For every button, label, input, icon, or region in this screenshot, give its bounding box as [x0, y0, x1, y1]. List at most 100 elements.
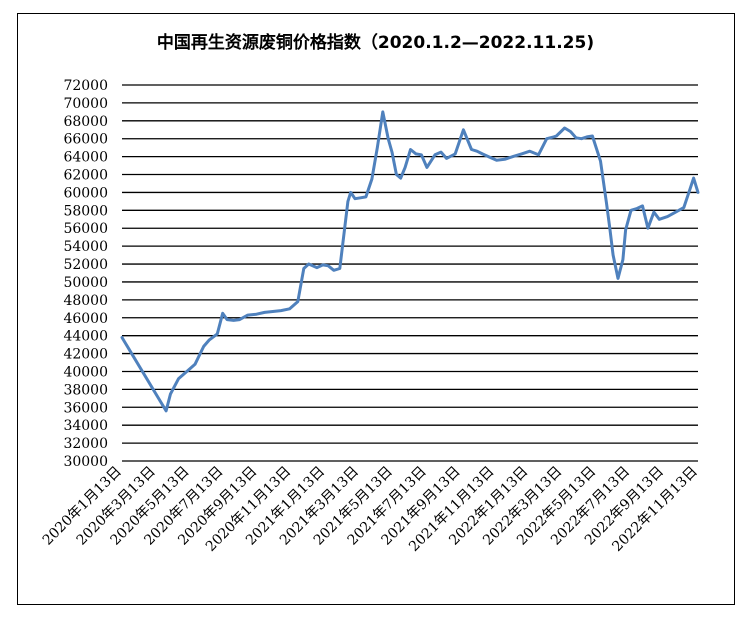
data-point: [636, 207, 638, 210]
data-point: [470, 148, 473, 151]
data-point: [605, 202, 608, 204]
data-point: [387, 138, 389, 140]
data-point: [487, 156, 489, 158]
data-point: [612, 254, 614, 256]
data-point: [247, 314, 249, 316]
y-tick-label: 48000: [63, 293, 108, 309]
y-tick-label: 42000: [63, 347, 108, 363]
data-point: [415, 153, 417, 155]
y-tick-label: 46000: [63, 311, 108, 327]
data-point: [339, 267, 341, 270]
chart-title: 中国再生资源废铜价格指数（2020.1.2—2022.11.25): [156, 33, 595, 53]
data-point: [462, 129, 464, 131]
data-point: [226, 318, 228, 321]
data-point: [564, 127, 566, 129]
data-point: [586, 136, 588, 138]
data-point: [371, 178, 373, 180]
data-point: [653, 211, 655, 213]
data-point: [333, 269, 335, 271]
data-point: [404, 166, 406, 168]
data-point: [121, 336, 123, 339]
data-point: [255, 313, 258, 315]
data-point: [624, 229, 627, 231]
data-point: [476, 150, 478, 152]
data-point: [434, 154, 436, 156]
y-tick-label: 38000: [63, 382, 108, 398]
data-point: [454, 153, 456, 155]
data-point: [280, 310, 282, 312]
data-point: [359, 197, 362, 199]
y-tick-label: 40000: [63, 364, 108, 380]
y-tick-label: 58000: [63, 203, 108, 219]
data-point: [395, 173, 397, 176]
data-point: [322, 264, 324, 266]
data-point: [658, 218, 660, 220]
data-point: [666, 216, 669, 218]
data-point: [186, 370, 188, 373]
data-point: [308, 263, 310, 265]
y-tick-label: 72000: [63, 78, 108, 94]
data-point: [440, 151, 442, 153]
data-point: [316, 267, 318, 269]
y-tick-label: 30000: [63, 454, 108, 470]
y-tick-label: 54000: [63, 239, 108, 255]
data-point: [178, 378, 180, 380]
y-tick-label: 60000: [63, 185, 108, 201]
data-point: [391, 151, 393, 153]
y-tick-label: 56000: [63, 221, 108, 237]
data-point: [575, 137, 577, 139]
data-point: [426, 166, 428, 168]
data-point: [630, 209, 632, 211]
data-point: [622, 258, 624, 261]
data-point: [365, 196, 367, 198]
y-tick-label: 66000: [63, 132, 108, 148]
data-point: [297, 301, 299, 303]
chart-frame: [17, 13, 735, 605]
data-point: [481, 153, 484, 155]
data-point: [347, 200, 349, 202]
data-point: [420, 154, 423, 156]
data-point: [537, 154, 540, 156]
data-point: [521, 153, 523, 155]
y-tick-label: 52000: [63, 257, 108, 273]
y-tick-label: 44000: [63, 329, 108, 345]
data-point: [327, 265, 329, 267]
data-point: [445, 157, 448, 160]
data-point: [216, 333, 218, 335]
data-point: [647, 227, 649, 229]
data-point: [512, 156, 514, 158]
data-point: [409, 148, 412, 151]
y-tick-label: 62000: [63, 168, 108, 184]
data-point: [272, 310, 274, 313]
data-point: [354, 198, 356, 200]
y-tick-label: 32000: [63, 436, 108, 452]
data-point: [208, 339, 210, 341]
data-point: [675, 211, 677, 213]
data-point: [169, 393, 172, 395]
data-point: [504, 158, 506, 160]
data-point: [495, 159, 498, 161]
data-point: [609, 227, 611, 229]
data-point: [303, 267, 305, 270]
y-tick-label: 68000: [63, 114, 108, 130]
data-point: [697, 191, 699, 194]
data-point: [555, 135, 558, 137]
data-point: [529, 150, 531, 152]
data-point: [400, 177, 402, 179]
data-point: [570, 130, 572, 133]
data-point: [617, 277, 619, 279]
data-point: [553, 136, 555, 138]
data-point: [203, 345, 205, 348]
data-point: [376, 147, 378, 149]
data-point: [233, 319, 235, 322]
data-point: [641, 205, 644, 207]
data-point: [350, 191, 352, 194]
data-point: [546, 138, 548, 140]
data-point: [599, 160, 602, 162]
y-tick-label: 64000: [63, 150, 108, 166]
data-point: [693, 177, 695, 179]
data-point: [264, 311, 266, 313]
data-point: [238, 318, 241, 321]
data-point: [165, 410, 167, 412]
